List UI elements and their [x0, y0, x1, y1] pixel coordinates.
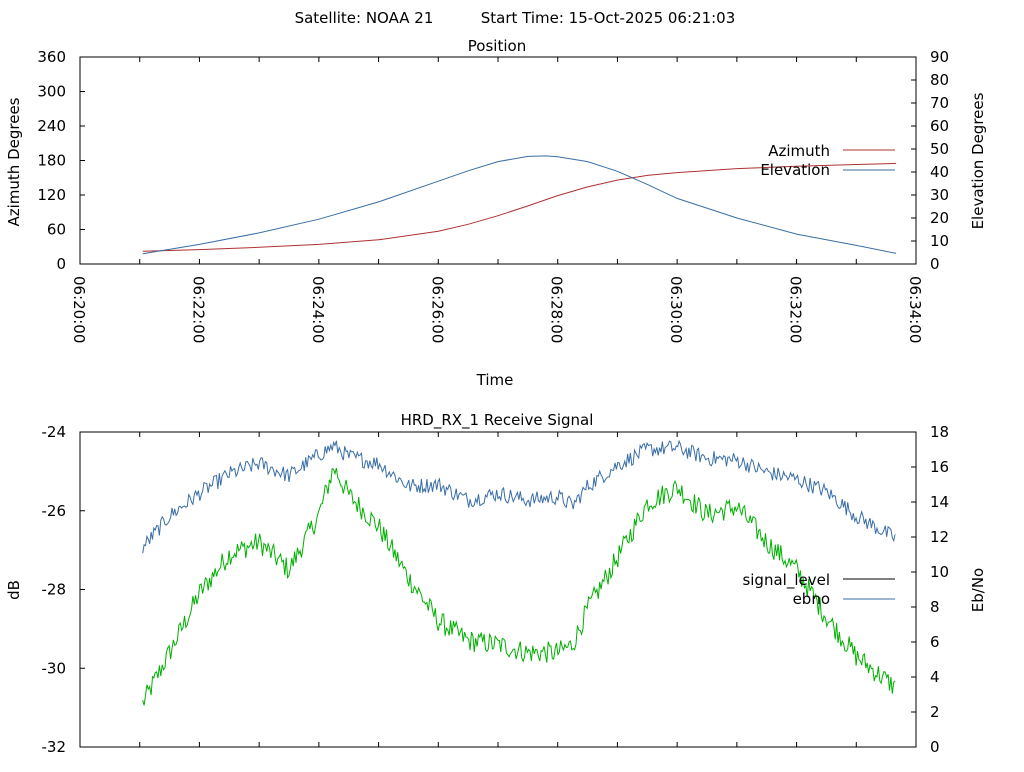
- signal-series-line-signal_level: [142, 467, 896, 706]
- position-left-tick-label: 0: [56, 255, 66, 273]
- position-right-tick-label: 90: [930, 48, 949, 66]
- position-x-axis-label: Time: [476, 371, 514, 389]
- position-x-tick-label: 06:24:00: [309, 276, 327, 343]
- satellite-label: Satellite: NOAA 21: [295, 9, 434, 27]
- position-y-axis-label: Azimuth Degrees: [5, 97, 23, 226]
- position-series-line-azimuth: [142, 162, 897, 252]
- signal-right-tick-label: 18: [930, 423, 949, 441]
- position-left-tick-label: 180: [37, 152, 66, 170]
- start-time-label: Start Time: 15-Oct-2025 06:21:03: [481, 9, 736, 27]
- signal-axis-ticks: -24 -26 -28 -30 -32 0 2 4 6 8 10 12 14 16 18: [42, 423, 950, 756]
- position-right-tick-label: 70: [930, 94, 949, 112]
- position-axis-ticks: 0 60 120 180 240 300 360 0 10 20 30 40 50 60 70 80 90 06:…: [37, 48, 949, 343]
- signal-plot-frame: [79, 431, 917, 748]
- position-x-tick-label: 06:30:00: [667, 276, 685, 343]
- legend-ebno-label: ebno: [793, 590, 830, 608]
- signal-right-tick-label: 8: [930, 598, 940, 616]
- signal-legend: signal_level ebno: [742, 571, 895, 608]
- position-x-tick-label: 06:26:00: [428, 276, 446, 343]
- legend-signal-level-label: signal_level: [742, 571, 830, 590]
- signal-left-tick-label: -28: [42, 581, 67, 599]
- legend-azimuth-label: Azimuth: [768, 142, 830, 160]
- signal-right-tick-label: 16: [930, 458, 949, 476]
- position-x-tick-label: 06:34:00: [906, 276, 924, 343]
- signal-right-tick-label: 14: [930, 493, 949, 511]
- signal-y-axis-label: dB: [5, 580, 23, 600]
- signal-right-tick-label: 4: [930, 668, 940, 686]
- position-x-tick-label: 06:32:00: [787, 276, 805, 343]
- signal-right-tick-label: 0: [930, 738, 940, 756]
- position-left-tick-label: 120: [37, 186, 66, 204]
- position-right-tick-label: 60: [930, 117, 949, 135]
- position-left-tick-label: 360: [37, 48, 66, 66]
- legend-elevation-label: Elevation: [760, 161, 830, 179]
- signal-right-tick-label: 6: [930, 633, 940, 651]
- signal-series-line-ebno: [142, 439, 896, 554]
- signal-left-tick-label: -32: [42, 738, 67, 756]
- position-x-tick-label: 06:20:00: [70, 276, 88, 343]
- position-right-tick-label: 20: [930, 209, 949, 227]
- signal-right-tick-label: 10: [930, 563, 949, 581]
- position-right-tick-label: 30: [930, 186, 949, 204]
- position-y2-axis-label: Elevation Degrees: [969, 92, 987, 229]
- position-right-tick-label: 10: [930, 232, 949, 250]
- position-x-tick-label: 06:22:00: [189, 276, 207, 343]
- position-legend: Azimuth Elevation: [760, 142, 895, 179]
- signal-left-tick-label: -30: [42, 659, 67, 677]
- position-left-tick-label: 60: [47, 221, 66, 239]
- signal-chart-title: HRD_RX_1 Receive Signal: [401, 411, 594, 430]
- signal-right-tick-label: 2: [930, 703, 940, 721]
- signal-right-tick-label: 12: [930, 528, 949, 546]
- signal-left-tick-label: -24: [42, 423, 67, 441]
- signal-left-tick-label: -26: [42, 502, 67, 520]
- position-right-tick-label: 50: [930, 140, 949, 158]
- position-right-tick-label: 40: [930, 163, 949, 181]
- position-x-tick-label: 06:28:00: [548, 276, 566, 343]
- position-series-line-elevation: [142, 155, 897, 255]
- position-chart-title: Position: [468, 37, 526, 55]
- position-series: [142, 155, 897, 255]
- signal-y2-axis-label: Eb/No: [969, 568, 987, 612]
- signal-series: [142, 439, 896, 706]
- position-right-tick-label: 0: [930, 255, 940, 273]
- position-right-tick-label: 80: [930, 71, 949, 89]
- position-left-tick-label: 300: [37, 83, 66, 101]
- position-left-tick-label: 240: [37, 117, 66, 135]
